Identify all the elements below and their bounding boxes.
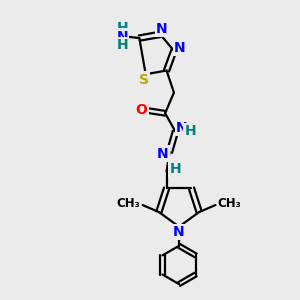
Text: H: H	[116, 38, 128, 52]
Text: N: N	[116, 30, 128, 44]
Text: H: H	[184, 124, 196, 139]
Text: H: H	[169, 162, 181, 176]
Text: N: N	[173, 225, 185, 239]
Text: CH₃: CH₃	[218, 197, 242, 210]
Text: N: N	[156, 22, 167, 36]
Text: S: S	[139, 73, 149, 86]
Text: CH₃: CH₃	[116, 197, 140, 210]
Text: H: H	[116, 21, 128, 35]
Text: N: N	[176, 121, 188, 135]
Text: N: N	[157, 147, 169, 160]
Text: O: O	[136, 103, 148, 117]
Text: N: N	[174, 41, 185, 55]
